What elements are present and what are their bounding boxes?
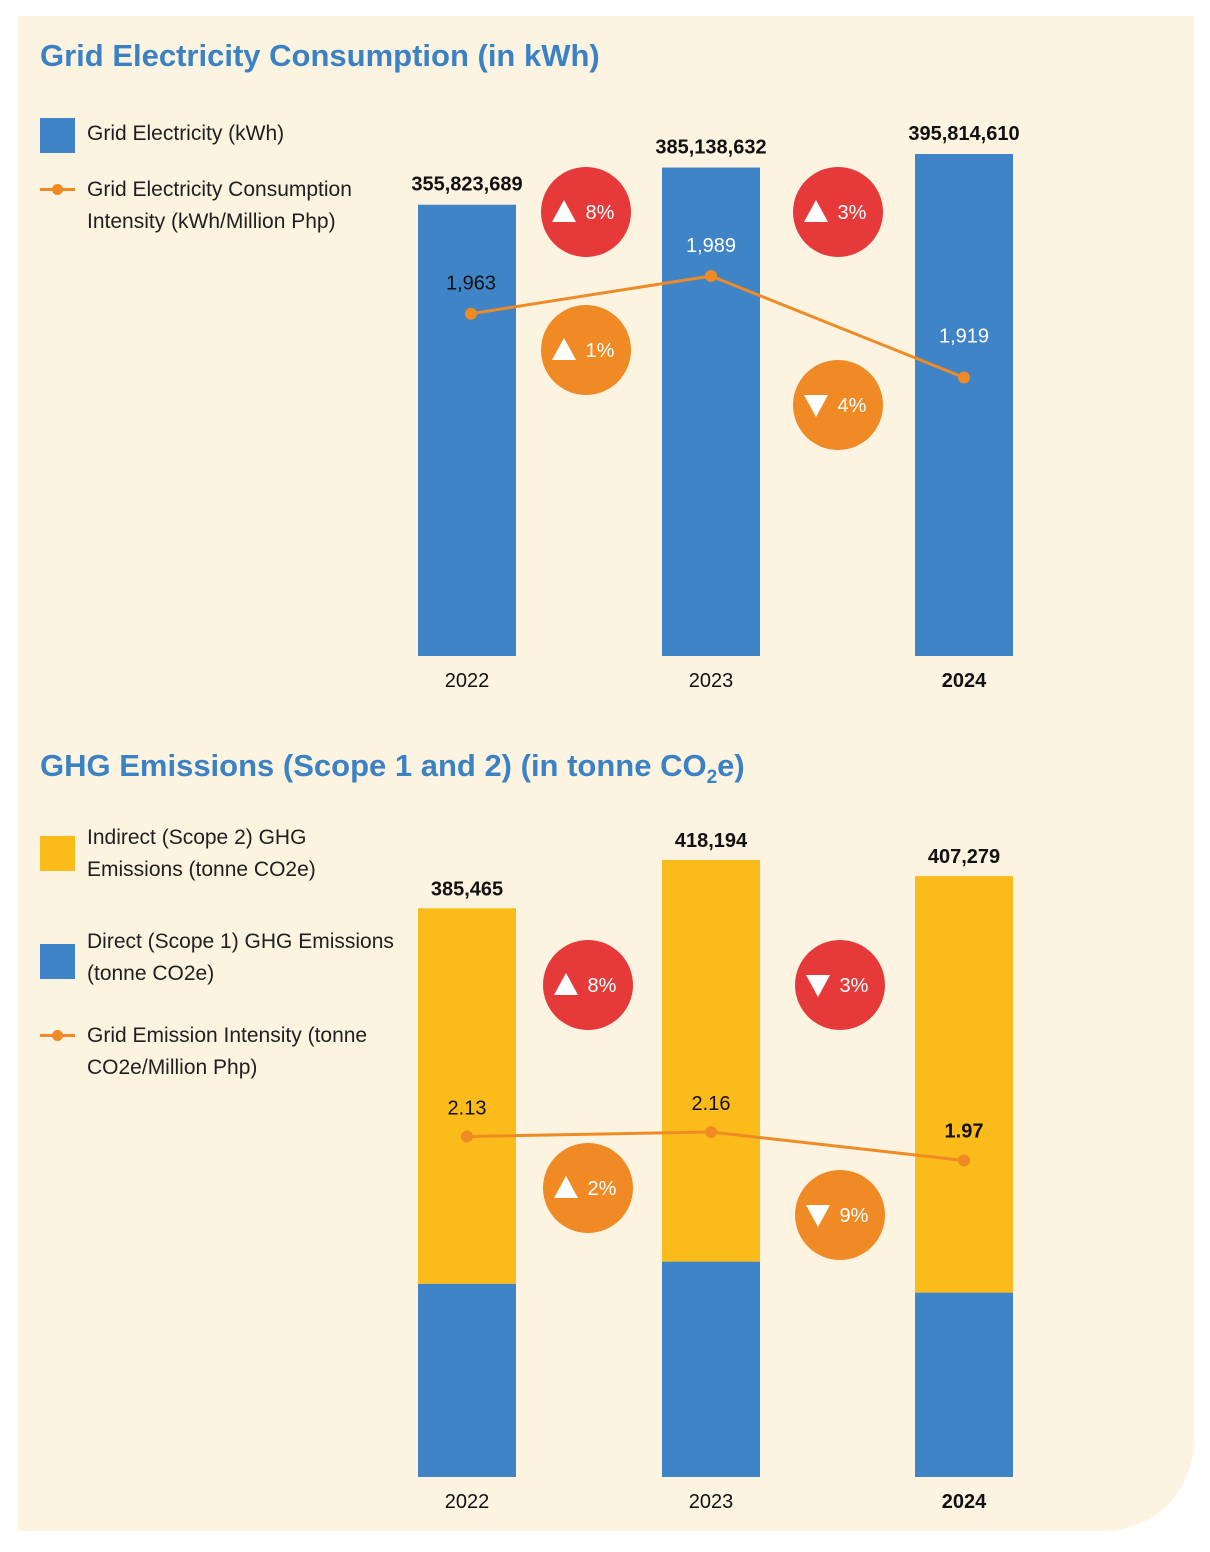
legend2-label-indirect: Indirect (Scope 2) GHG Emissions (tonne … <box>87 826 316 881</box>
change-badge-bar-0-text: 8% <box>586 202 615 224</box>
change-badge-bar-1-text: 3% <box>840 975 869 997</box>
change-badge-bar-0-text: 8% <box>588 975 617 997</box>
arrow-down-icon <box>806 975 830 997</box>
bar-value-label: 355,823,689 <box>411 174 522 196</box>
bar-2023 <box>662 167 760 656</box>
emission-intensity-label: 2.16 <box>692 1093 731 1115</box>
intensity-point <box>465 307 477 320</box>
change-badge-bar-0: 8% <box>543 940 633 1030</box>
legend-swatch-blue <box>40 944 75 979</box>
bar-indirect-2024 <box>915 876 1013 1293</box>
bar-value-label: 395,814,610 <box>908 123 1019 145</box>
bar-2024 <box>915 154 1013 656</box>
arrow-up-icon <box>552 200 576 222</box>
x-tick-label: 2023 <box>689 670 734 692</box>
legend1-label-bar: Grid Electricity (kWh) <box>87 122 285 145</box>
change-badge-line-3-text: 4% <box>838 395 867 417</box>
legend2-item-direct: Direct (Scope 1) GHG Emissions (tonne CO… <box>40 926 407 990</box>
bar-total-label: 407,279 <box>928 846 1000 868</box>
bar-indirect-2023 <box>662 860 760 1262</box>
bar-direct-2022 <box>418 1283 516 1477</box>
emission-intensity-point <box>958 1154 970 1167</box>
change-badge-line-3-text: 9% <box>840 1205 869 1227</box>
x-tick-label: 2023 <box>689 1491 734 1513</box>
x-tick-label: 2022 <box>445 1491 490 1513</box>
arrow-up-icon <box>552 338 576 360</box>
bar-direct-2023 <box>662 1261 760 1477</box>
arrow-up-icon <box>804 200 828 222</box>
legend1-label-line: Grid Electricity Consumption Intensity (… <box>87 178 352 233</box>
bar-value-label: 385,138,632 <box>655 137 766 159</box>
change-badge-line-2-text: 1% <box>586 340 615 362</box>
change-badge-line-2-circle <box>543 1143 633 1233</box>
bar-direct-2024 <box>915 1292 1013 1477</box>
change-badge-line-2: 2% <box>543 1143 633 1233</box>
emission-intensity-point <box>705 1126 717 1138</box>
bar-2022 <box>418 204 516 656</box>
legend-swatch-line-icon <box>40 174 75 209</box>
change-badge-bar-1-circle <box>793 167 883 257</box>
legend1-item-line: Grid Electricity Consumption Intensity (… <box>40 174 407 238</box>
change-badge-line-2: 1% <box>541 305 631 395</box>
emission-intensity-label: 2.13 <box>448 1098 487 1120</box>
change-badge-line-3-circle <box>793 360 883 450</box>
intensity-point <box>705 270 717 282</box>
change-badge-bar-1-text: 3% <box>838 202 867 224</box>
change-badge-line-3: 4% <box>793 360 883 450</box>
change-badge-bar-1: 3% <box>795 940 885 1030</box>
arrow-up-icon <box>554 973 578 995</box>
chart2-title-sub: 2 <box>706 767 718 789</box>
intensity-label: 1,963 <box>446 273 496 295</box>
emission-intensity-point <box>461 1130 473 1143</box>
legend2-item-line: Grid Emission Intensity (tonne CO2e/Mill… <box>40 1020 407 1084</box>
change-badge-line-3: 9% <box>795 1170 885 1260</box>
change-badge-bar-0-circle <box>541 167 631 257</box>
chart2-title-main: GHG Emissions (Scope 1 and 2) (in tonne … <box>40 748 707 783</box>
x-tick-label: 2024 <box>942 1491 987 1513</box>
chart2-title: GHG Emissions (Scope 1 and 2) (in tonne … <box>40 748 745 789</box>
legend2-label-direct: Direct (Scope 1) GHG Emissions (tonne CO… <box>87 930 394 985</box>
legend2-item-indirect: Indirect (Scope 2) GHG Emissions (tonne … <box>40 822 407 886</box>
legend2-label-line: Grid Emission Intensity (tonne CO2e/Mill… <box>87 1024 368 1079</box>
legend1-item-bar: Grid Electricity (kWh) <box>40 118 407 153</box>
intensity-label: 1,989 <box>686 235 736 257</box>
arrow-down-icon <box>804 395 828 417</box>
bar-total-label: 418,194 <box>675 830 748 852</box>
chart1-title: Grid Electricity Consumption (in kWh) <box>40 38 600 73</box>
change-badge-line-3-circle <box>795 1170 885 1260</box>
emission-intensity-label: 1.97 <box>945 1121 984 1143</box>
change-badge-bar-0-circle <box>543 940 633 1030</box>
legend-swatch-yellow <box>40 836 75 871</box>
change-badge-bar-0: 8% <box>541 167 631 257</box>
chart2-title-end: e) <box>717 748 745 783</box>
x-tick-label: 2024 <box>942 670 987 692</box>
intensity-point <box>958 371 970 384</box>
intensity-label: 1,919 <box>939 326 989 348</box>
bar-total-label: 385,465 <box>431 878 503 900</box>
change-badge-bar-1: 3% <box>793 167 883 257</box>
change-badge-line-2-text: 2% <box>588 1178 617 1200</box>
arrow-up-icon <box>554 1176 578 1198</box>
legend-swatch-line-icon <box>40 1020 75 1055</box>
chart1-plot: 355,823,689 2022 385,138,632 2023 395,814,61… <box>411 123 1019 692</box>
arrow-down-icon <box>806 1205 830 1227</box>
bar-indirect-2022 <box>418 908 516 1284</box>
legend-swatch-blue <box>40 118 75 153</box>
x-tick-label: 2022 <box>445 670 490 692</box>
change-badge-line-2-circle <box>541 305 631 395</box>
change-badge-bar-1-circle <box>795 940 885 1030</box>
